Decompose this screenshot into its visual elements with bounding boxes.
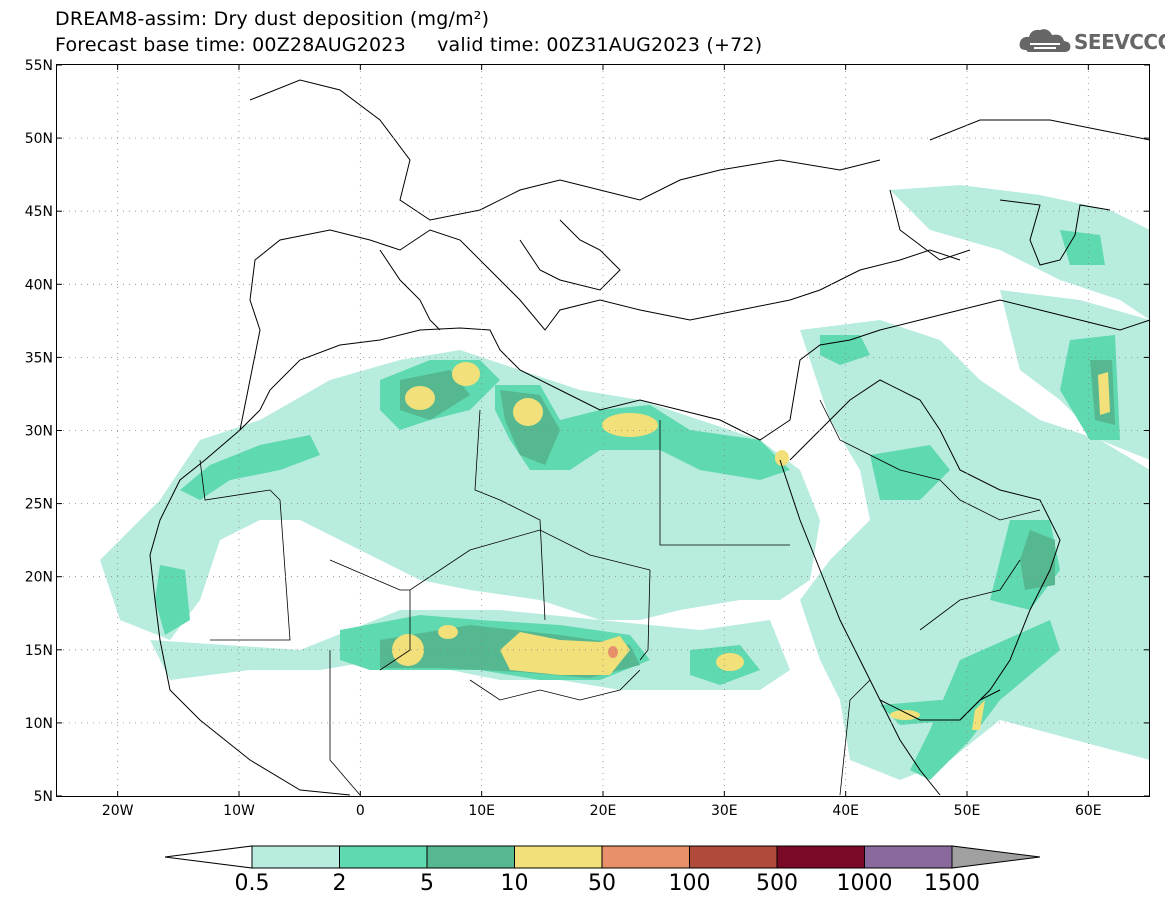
colorbar-label: 0.5 — [235, 871, 270, 896]
lat-label: 25N — [25, 497, 53, 513]
lat-label: 40N — [25, 277, 53, 293]
lat-label: 20N — [25, 570, 53, 586]
colorbar-label: 1000 — [837, 871, 893, 896]
longitude-labels: 20W 10W 0 10E 20E 30E 40E 50E 60E — [102, 65, 1102, 819]
dust-shading-orange — [608, 646, 618, 658]
colorbar-segment — [251, 845, 340, 869]
lon-label: 0 — [356, 803, 365, 819]
colorbar-segment — [426, 845, 515, 869]
map-frame — [56, 64, 1150, 797]
lon-label: 20W — [102, 803, 134, 819]
lat-label: 35N — [25, 350, 53, 366]
cloud-logo-icon — [1019, 29, 1071, 52]
colorbar-segment — [339, 845, 428, 869]
lat-label: 55N — [25, 58, 53, 74]
colorbar-label: 100 — [669, 871, 711, 896]
map-title: DREAM8-assim: Dry dust deposition (mg/m²… — [55, 8, 490, 30]
colorbar-label: 50 — [588, 871, 616, 896]
colorbar-label: 500 — [756, 871, 798, 896]
colorbar-segment — [689, 845, 778, 869]
lat-label: 45N — [25, 204, 53, 220]
lat-label: 30N — [25, 424, 53, 440]
graticule — [57, 65, 1149, 796]
lon-label: 10W — [223, 803, 255, 819]
colorbar-segment — [514, 845, 603, 869]
lon-label: 50E — [954, 803, 981, 819]
colorbar-label: 5 — [420, 871, 434, 896]
colorbar: 0.5 2 5 10 50 100 500 1000 1500 — [164, 845, 1041, 896]
logo-text: SEEVCCC — [1074, 30, 1165, 54]
coastlines-borders — [149, 79, 1151, 796]
dust-shading-yellow — [392, 362, 1110, 730]
latitude-labels: 55N 50N 45N 40N 35N 30N 25N 20N 15N 10N 5N — [25, 58, 1149, 805]
colorbar-segment — [864, 845, 953, 869]
lon-label: 30E — [711, 803, 738, 819]
lat-label: 5N — [34, 789, 53, 805]
lat-label: 10N — [25, 716, 53, 732]
lon-label: 10E — [468, 803, 495, 819]
lon-label: 20E — [590, 803, 617, 819]
colorbar-segment — [601, 845, 690, 869]
forecast-time-subtitle: Forecast base time: 00Z28AUG2023 valid t… — [55, 34, 763, 56]
lon-label: 60E — [1075, 803, 1102, 819]
colorbar-min-arrow — [164, 845, 253, 869]
political-borders — [199, 399, 1041, 796]
colorbar-max-arrow — [951, 845, 1041, 869]
lon-label: 40E — [832, 803, 859, 819]
colorbar-label: 2 — [333, 871, 347, 896]
colorbar-segment — [776, 845, 865, 869]
colorbar-label: 1500 — [924, 871, 980, 896]
lat-label: 50N — [25, 131, 53, 147]
colorbar-label: 10 — [501, 871, 529, 896]
lat-label: 15N — [25, 643, 53, 659]
